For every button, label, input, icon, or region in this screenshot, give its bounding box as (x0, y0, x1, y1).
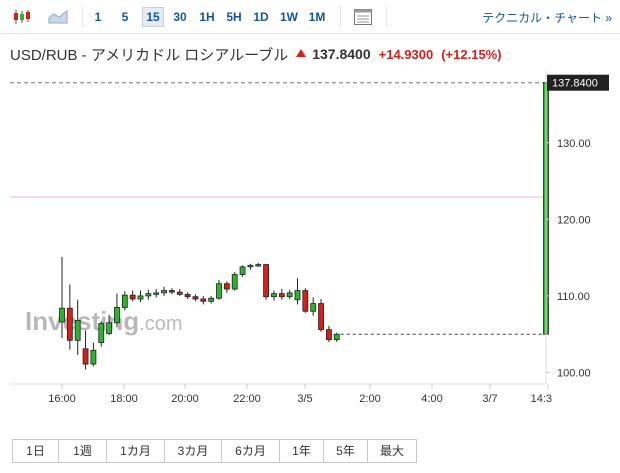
candle (325, 329, 332, 340)
candle (192, 296, 199, 300)
candle (223, 283, 230, 290)
chart-axes: 130.00 120.00 110.00 100.00 16:00 18:00 20:00 2… (10, 70, 609, 405)
table-view-icon[interactable] (353, 8, 373, 26)
interval-5h-button[interactable]: 5H (226, 10, 242, 24)
y-tick-label: 110.00 (557, 291, 590, 303)
candle (153, 292, 160, 295)
price-change-percent: (+12.15%) (441, 46, 502, 62)
range-5y-button[interactable]: 5年 (324, 440, 368, 462)
last-price: 137.8400 (312, 46, 371, 62)
range-6m-button[interactable]: 6カ月 (222, 440, 280, 462)
candle (255, 264, 262, 267)
y-tick-label: 130.00 (557, 138, 591, 150)
toolbar-divider (386, 6, 387, 28)
last-price-tag (547, 74, 609, 91)
candle (294, 290, 301, 301)
candle (302, 290, 309, 312)
interval-30-button[interactable]: 30 (173, 10, 187, 24)
candlestick-chart-icon[interactable] (12, 8, 32, 26)
x-tick-label: 4:00 (421, 393, 442, 405)
range-1w-button[interactable]: 1週 (59, 440, 107, 462)
toolbar-divider (82, 6, 83, 28)
price-change: +14.9300 (378, 46, 434, 62)
candlestick-chart[interactable]: Investing.com 130.00 120.00 110.00 100.00 16… (0, 70, 620, 410)
y-tick-label: 120.00 (557, 214, 591, 226)
interval-1-button[interactable]: 1 (94, 10, 102, 24)
candle (59, 307, 65, 323)
interval-5-button[interactable]: 5 (121, 10, 129, 24)
watermark-domain: .com (139, 313, 182, 335)
interval-15-button[interactable]: 15 (142, 7, 164, 27)
candle (145, 293, 152, 297)
x-tick-label: 20:00 (171, 393, 199, 405)
candle (106, 322, 112, 334)
quote-header: USD/RUB - アメリカドル ロシアルーブル 137.8400 +14.93… (10, 44, 502, 64)
candle (216, 283, 222, 299)
area-chart-icon[interactable] (48, 8, 68, 26)
candle (129, 294, 136, 300)
interval-1h-button[interactable]: 1H (199, 10, 215, 24)
chart-grid (10, 82, 546, 335)
interval-1m-button[interactable]: 1M (308, 10, 326, 24)
candle (114, 307, 120, 324)
candle (168, 290, 175, 293)
candle (74, 320, 81, 341)
candle (137, 295, 144, 300)
candle (121, 294, 128, 308)
x-tick-label: 3/7 (482, 393, 497, 405)
candle (90, 349, 97, 365)
candle (247, 264, 254, 268)
candle (286, 292, 293, 298)
y-tick-label: 100.00 (557, 368, 591, 380)
candle (278, 293, 285, 298)
x-tick-label: 14:3 (531, 393, 552, 405)
range-1d-button[interactable]: 1日 (13, 440, 59, 462)
last-price-tag-label: 137.8400 (552, 78, 598, 90)
x-tick-label: 3/5 (297, 393, 312, 405)
candle (239, 266, 246, 275)
interval-1w-button[interactable]: 1W (280, 10, 298, 24)
candle (200, 298, 207, 302)
range-1m-button[interactable]: 1カ月 (107, 440, 165, 462)
candle (161, 290, 167, 294)
x-tick-label: 22:00 (233, 393, 261, 405)
time-range-selector: 1日 1週 1カ月 3カ月 6カ月 1年 5年 最大 (12, 439, 417, 463)
investing-watermark: Investing.com (25, 306, 182, 336)
x-tick-label: 18:00 (110, 393, 138, 405)
candle (184, 293, 191, 298)
x-tick-label: 16:00 (48, 393, 76, 405)
candle (98, 323, 105, 344)
watermark-text: Investing.com (25, 306, 182, 336)
watermark-brand: Investing (25, 306, 139, 336)
candle (263, 264, 270, 298)
candle (208, 297, 215, 302)
candle (310, 303, 317, 312)
up-arrow-icon (296, 49, 307, 57)
candle (318, 303, 324, 331)
range-max-button[interactable]: 最大 (368, 440, 416, 462)
candle (231, 274, 238, 290)
pair-name: USD/RUB - アメリカドル ロシアルーブル (10, 46, 289, 64)
x-tick-label: 2:00 (359, 393, 380, 405)
range-1y-button[interactable]: 1年 (280, 440, 324, 462)
candle (82, 348, 89, 365)
technical-chart-link[interactable]: テクニカル・チャート » (482, 11, 612, 25)
interval-1d-button[interactable]: 1D (253, 10, 269, 24)
candle (66, 307, 73, 341)
toolbar-divider (340, 6, 341, 28)
candle (271, 293, 277, 298)
range-3m-button[interactable]: 3カ月 (165, 440, 222, 462)
candle (333, 333, 340, 340)
candle (176, 291, 183, 295)
chart-toolbar: 1 5 15 30 1H 5H 1D 1W 1M テクニカル・チャート » (0, 0, 620, 34)
